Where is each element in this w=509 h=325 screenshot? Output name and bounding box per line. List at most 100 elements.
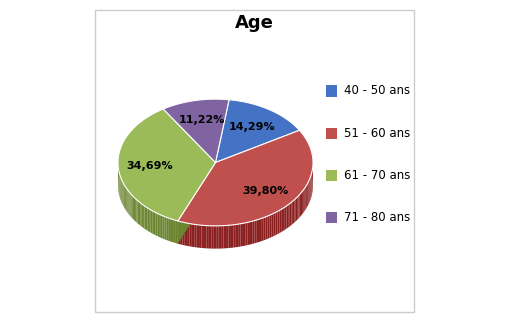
Bar	[326, 85, 337, 97]
Polygon shape	[233, 225, 236, 248]
Polygon shape	[172, 219, 174, 242]
Polygon shape	[268, 215, 270, 239]
Polygon shape	[164, 216, 166, 240]
Polygon shape	[214, 226, 216, 249]
Polygon shape	[124, 185, 125, 209]
Polygon shape	[302, 190, 303, 215]
Polygon shape	[159, 214, 161, 238]
Polygon shape	[306, 184, 307, 209]
Polygon shape	[229, 225, 231, 248]
Text: 61 - 70 ans: 61 - 70 ans	[344, 169, 410, 182]
Polygon shape	[270, 214, 272, 238]
Polygon shape	[245, 222, 248, 246]
Polygon shape	[145, 206, 146, 230]
Polygon shape	[287, 205, 288, 229]
Text: 11,22%: 11,22%	[178, 115, 224, 125]
Polygon shape	[131, 194, 132, 218]
Polygon shape	[128, 190, 129, 214]
Polygon shape	[178, 162, 215, 244]
Polygon shape	[252, 221, 254, 244]
Polygon shape	[294, 199, 296, 223]
Polygon shape	[241, 223, 243, 246]
Polygon shape	[134, 197, 135, 221]
Polygon shape	[154, 212, 156, 235]
Polygon shape	[122, 181, 123, 205]
Polygon shape	[166, 217, 168, 240]
Polygon shape	[185, 223, 187, 246]
Polygon shape	[261, 218, 263, 241]
Polygon shape	[140, 203, 142, 227]
Polygon shape	[170, 219, 172, 242]
Polygon shape	[281, 208, 283, 232]
Polygon shape	[304, 187, 305, 212]
Text: Age: Age	[235, 14, 274, 32]
Polygon shape	[137, 201, 139, 225]
Polygon shape	[243, 223, 245, 246]
Polygon shape	[146, 207, 148, 231]
Polygon shape	[206, 226, 209, 249]
Polygon shape	[238, 224, 241, 247]
Polygon shape	[250, 221, 252, 244]
Polygon shape	[257, 219, 259, 243]
Text: 71 - 80 ans: 71 - 80 ans	[344, 211, 410, 224]
Text: 51 - 60 ans: 51 - 60 ans	[344, 127, 410, 140]
Polygon shape	[151, 210, 152, 234]
Bar	[326, 170, 337, 181]
Polygon shape	[129, 191, 130, 215]
Polygon shape	[121, 178, 122, 202]
Text: 14,29%: 14,29%	[229, 122, 275, 132]
Polygon shape	[300, 193, 301, 217]
Polygon shape	[182, 222, 185, 245]
Polygon shape	[178, 162, 215, 244]
Polygon shape	[202, 225, 204, 248]
Polygon shape	[189, 224, 192, 247]
Text: 39,80%: 39,80%	[242, 186, 289, 196]
Polygon shape	[157, 214, 159, 237]
Text: 40 - 50 ans: 40 - 50 ans	[344, 84, 410, 98]
PathPatch shape	[215, 100, 299, 162]
Polygon shape	[266, 216, 268, 240]
Polygon shape	[310, 175, 311, 199]
Polygon shape	[149, 209, 151, 233]
Polygon shape	[219, 226, 221, 249]
Polygon shape	[163, 216, 164, 239]
Bar	[326, 212, 337, 224]
Text: 34,69%: 34,69%	[126, 161, 173, 171]
Polygon shape	[231, 225, 233, 248]
Polygon shape	[279, 209, 281, 233]
Polygon shape	[199, 225, 202, 248]
Polygon shape	[168, 218, 170, 241]
Polygon shape	[127, 189, 128, 213]
Polygon shape	[204, 226, 206, 248]
Polygon shape	[277, 210, 279, 234]
Polygon shape	[142, 204, 143, 228]
Polygon shape	[143, 205, 145, 229]
PathPatch shape	[163, 99, 229, 162]
Polygon shape	[248, 222, 250, 245]
Polygon shape	[126, 188, 127, 212]
Polygon shape	[259, 218, 261, 242]
Polygon shape	[288, 203, 290, 227]
Polygon shape	[309, 178, 310, 202]
Polygon shape	[180, 222, 182, 245]
Polygon shape	[156, 213, 157, 236]
Polygon shape	[236, 224, 238, 247]
Polygon shape	[285, 206, 287, 230]
Polygon shape	[272, 214, 274, 237]
Polygon shape	[283, 207, 285, 231]
Polygon shape	[148, 208, 149, 232]
Polygon shape	[297, 196, 298, 220]
Polygon shape	[194, 224, 196, 247]
Polygon shape	[223, 226, 226, 248]
Polygon shape	[301, 192, 302, 216]
Polygon shape	[226, 225, 229, 248]
Polygon shape	[307, 183, 308, 207]
Polygon shape	[209, 226, 211, 249]
Polygon shape	[303, 189, 304, 213]
Polygon shape	[123, 182, 124, 206]
Polygon shape	[136, 200, 137, 223]
Polygon shape	[176, 220, 178, 244]
Polygon shape	[275, 211, 277, 235]
Polygon shape	[298, 194, 300, 218]
Polygon shape	[192, 224, 194, 247]
